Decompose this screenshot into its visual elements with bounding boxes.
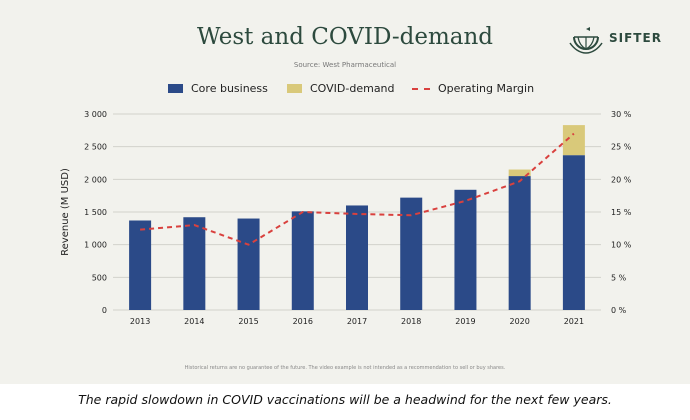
- y-tick-label: 1 000: [84, 241, 107, 250]
- legend-swatch-core: [168, 84, 183, 93]
- bar-core: [291, 211, 314, 310]
- bar-core: [237, 218, 260, 310]
- legend-label-covid: COVID-demand: [310, 82, 395, 95]
- legend-swatch-margin: [412, 87, 430, 90]
- bar-core: [562, 155, 585, 310]
- chart-area: 0 500 1 000 1 500 2 000 2 500 3 000 0 % 5 % 10 % 1…: [60, 110, 632, 326]
- globe-hands-icon: [569, 27, 603, 54]
- chart-source: Source: West Pharmaceutical: [293, 61, 397, 69]
- x-tick-label: 2019: [455, 317, 475, 326]
- caption: The rapid slowdown in COVID vaccinations…: [78, 392, 612, 407]
- y-tick-label: 500: [92, 273, 107, 282]
- logo-text: SIFTER: [609, 31, 662, 45]
- y2-tick-label: 20 %: [611, 175, 632, 184]
- y2-tick-label: 25 %: [611, 143, 632, 152]
- y-axis-label: Revenue (M USD): [60, 168, 71, 256]
- legend-label-margin: Operating Margin: [438, 82, 535, 95]
- y2-tick-label: 5 %: [611, 273, 627, 282]
- legend-label-core: Core business: [191, 82, 268, 95]
- bar-core: [346, 205, 368, 310]
- y2-tick-label: 0 %: [611, 306, 627, 315]
- chart-title: West and COVID-demand: [196, 24, 494, 50]
- y-tick-label: 3 000: [84, 110, 107, 119]
- legend: Core business COVID-demand Operating Mar…: [0, 82, 690, 100]
- y-tick-label: 2 000: [84, 175, 107, 184]
- y-tick-label: 0: [102, 306, 107, 315]
- x-tick-label: 2014: [184, 317, 204, 326]
- bar-core: [454, 189, 477, 310]
- x-tick-label: 2016: [293, 317, 313, 326]
- x-tick-label: 2021: [564, 317, 584, 326]
- sifter-logo: SIFTER: [566, 25, 686, 55]
- legend-item-covid: COVID-demand: [287, 82, 395, 95]
- x-tick-label: 2015: [238, 317, 258, 326]
- y2-tick-label: 10 %: [611, 241, 632, 250]
- bar-covid: [508, 169, 531, 177]
- y2-tick-label: 15 %: [611, 208, 632, 217]
- x-tick-label: 2017: [347, 317, 367, 326]
- bar-core: [400, 197, 423, 310]
- legend-item-core: Core business: [168, 82, 268, 95]
- x-tick-label: 2018: [401, 317, 421, 326]
- y-tick-label: 1 500: [84, 208, 107, 217]
- y2-tick-label: 30 %: [611, 110, 632, 119]
- bar-covid: [562, 125, 585, 156]
- x-tick-label: 2013: [130, 317, 150, 326]
- disclaimer: Historical returns are no guarantee of t…: [184, 365, 506, 371]
- bar-core: [183, 217, 206, 310]
- bar-core: [129, 220, 152, 310]
- legend-swatch-covid: [287, 84, 302, 93]
- bar-core: [508, 176, 531, 310]
- legend-item-margin: Operating Margin: [412, 82, 534, 95]
- x-tick-label: 2020: [509, 317, 529, 326]
- y-tick-label: 2 500: [84, 143, 107, 152]
